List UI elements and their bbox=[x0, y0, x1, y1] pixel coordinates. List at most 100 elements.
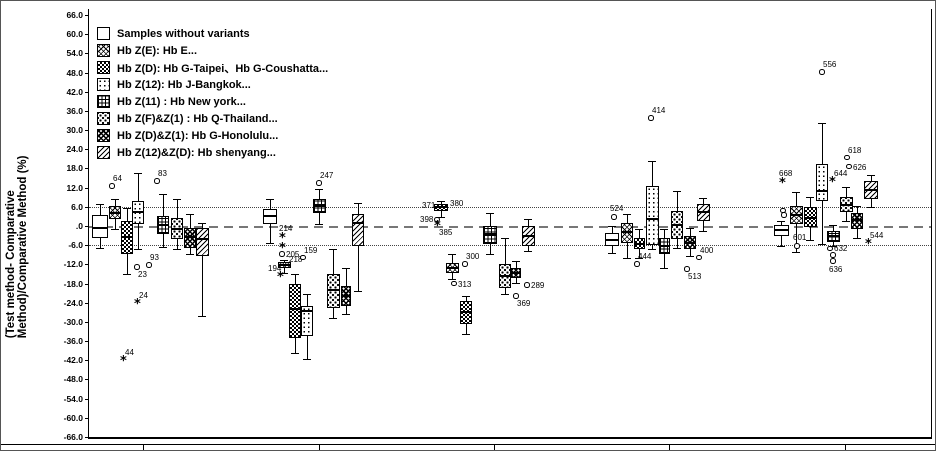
boxplot-median bbox=[352, 221, 364, 224]
boxplot-whisker-cap bbox=[96, 247, 104, 249]
boxplot-whisker-cap bbox=[123, 273, 131, 275]
boxplot-box-z_12 bbox=[816, 163, 828, 201]
legend-item-z_d_z1: Hb Z(D)&Z(1): Hb G-Honolulu... bbox=[97, 129, 328, 142]
boxplot-median bbox=[445, 266, 459, 269]
y-tick-label: -54.0 bbox=[63, 393, 83, 404]
outlier-label: 400 bbox=[700, 245, 714, 255]
y-tick-mark bbox=[85, 341, 89, 343]
boxplot-median bbox=[851, 219, 863, 222]
boxplot-whisker-cap bbox=[96, 204, 104, 206]
boxplot-median bbox=[773, 229, 789, 232]
outlier-label: 93 bbox=[150, 253, 159, 262]
boxplot-median bbox=[816, 190, 828, 193]
boxplot-whisker-cap bbox=[829, 246, 837, 248]
outlier-label: 636 bbox=[829, 265, 843, 275]
y-tick-mark bbox=[85, 187, 89, 189]
boxplot-whisker-cap bbox=[173, 249, 181, 251]
y-tick-label: .0 bbox=[75, 221, 83, 231]
y-tick-mark bbox=[85, 379, 89, 381]
boxplot-whisker-cap bbox=[853, 238, 861, 240]
outlier-circle-icon bbox=[827, 245, 833, 252]
outlier-circle-icon bbox=[300, 254, 306, 261]
boxplot-whisker-cap bbox=[354, 290, 362, 292]
boxplot-whisker-cap bbox=[462, 296, 470, 297]
boxplot-whisker-cap bbox=[486, 212, 494, 214]
boxplot-whisker-cap bbox=[134, 249, 142, 251]
outlier-label: 414 bbox=[652, 105, 666, 115]
outlier-star-icon: * bbox=[865, 236, 872, 252]
boxplot-median bbox=[499, 274, 511, 277]
y-tick-label: -48.0 bbox=[63, 374, 83, 385]
y-tick-label: -36.0 bbox=[63, 336, 83, 347]
outlier-label: 444 bbox=[638, 252, 652, 262]
boxplot-median bbox=[341, 294, 351, 297]
y-tick-label: -24.0 bbox=[63, 297, 83, 308]
y-tick-mark bbox=[85, 206, 89, 208]
outlier-label: 618 bbox=[848, 145, 862, 155]
boxplot-whisker-cap bbox=[342, 314, 350, 316]
outlier-circle-icon bbox=[134, 264, 140, 270]
y-tick-mark bbox=[85, 110, 89, 112]
boxplot-whisker-cap bbox=[686, 256, 694, 258]
y-tick-mark bbox=[85, 168, 89, 170]
outlier-circle-icon bbox=[611, 214, 617, 220]
boxplot-whisker-cap bbox=[818, 123, 826, 125]
boxplot-whisker-cap bbox=[266, 242, 274, 244]
boxplot-whisker-cap bbox=[623, 214, 631, 216]
outlier-label: 24 bbox=[139, 290, 148, 300]
boxplot-whisker-cap bbox=[660, 228, 668, 230]
boxplot-median bbox=[521, 234, 535, 237]
outlier-label: 247 bbox=[320, 170, 334, 180]
outlier-circle-icon bbox=[513, 293, 519, 299]
boxplot-box-z_12 bbox=[301, 305, 313, 336]
boxplot-whisker-cap bbox=[842, 187, 850, 189]
x-tick-mark bbox=[494, 445, 495, 450]
y-tick-label: 42.0 bbox=[66, 86, 83, 97]
x-axis-line bbox=[88, 437, 932, 439]
boxplot-whisker-cap bbox=[186, 254, 194, 256]
boxplot-whisker-cap bbox=[437, 217, 445, 219]
outlier-label: 313 bbox=[458, 279, 472, 289]
outlier-label: 289 bbox=[531, 281, 545, 291]
y-tick-label: 48.0 bbox=[66, 67, 83, 78]
boxplot-whisker-cap bbox=[462, 334, 470, 336]
boxplot-median bbox=[92, 226, 108, 229]
legend-item-z_d: Hb Z(D): Hb G-Taipei、Hb G-Coushatta... bbox=[97, 61, 328, 75]
outlier-circle-icon bbox=[846, 163, 852, 170]
boxplot-whisker-cap bbox=[329, 249, 337, 251]
y-tick-label: -66.0 bbox=[63, 432, 83, 442]
boxplot-whisker-cap bbox=[524, 219, 532, 221]
y-axis-title: (Test method- Comparative Method)/Compar… bbox=[5, 155, 29, 338]
x-tick-mark bbox=[319, 445, 320, 450]
boxplot-whisker-cap bbox=[699, 231, 707, 233]
boxplot-whisker-cap bbox=[608, 252, 616, 254]
boxplot-median bbox=[289, 308, 301, 311]
y-tick-label: -12.0 bbox=[63, 259, 83, 270]
outlier-star-icon: * bbox=[279, 230, 286, 246]
outlier-label: 205 bbox=[286, 249, 300, 259]
legend-swatch-plain-pattern-icon bbox=[97, 27, 110, 40]
outlier-circle-icon bbox=[648, 115, 654, 121]
boxplot-whisker-cap bbox=[512, 260, 520, 262]
boxplot-whisker-cap bbox=[186, 214, 194, 216]
outlier-label: 544 bbox=[870, 230, 884, 240]
boxplot-whisker-cap bbox=[123, 207, 131, 209]
outlier-circle-icon bbox=[634, 261, 640, 267]
boxplot-median bbox=[109, 211, 121, 214]
legend-label: Hb Z(D)&Z(1): Hb G-Honolulu... bbox=[117, 129, 279, 142]
boxplot-whisker-cap bbox=[501, 237, 509, 239]
outlier-circle-icon bbox=[696, 254, 702, 261]
boxplot-median bbox=[157, 223, 169, 226]
boxplot-median bbox=[839, 204, 853, 207]
y-tick-label: 12.0 bbox=[66, 182, 83, 193]
boxplot-box-z_11 bbox=[483, 226, 497, 245]
outlier-label: 218 bbox=[289, 254, 303, 264]
boxplot-median bbox=[121, 236, 133, 239]
boxplot-whisker-cap bbox=[111, 229, 119, 231]
outlier-label: 556 bbox=[823, 59, 837, 69]
legend-swatch-z_e-pattern-icon bbox=[97, 44, 110, 57]
boxplot-median bbox=[263, 215, 277, 218]
boxplot-whisker-cap bbox=[159, 194, 167, 196]
y-tick-mark bbox=[85, 321, 89, 323]
outlier-circle-icon bbox=[819, 69, 825, 75]
